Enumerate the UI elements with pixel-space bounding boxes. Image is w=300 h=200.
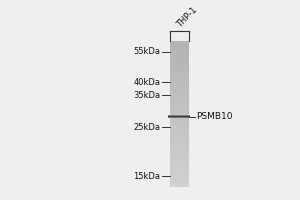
Text: 35kDa: 35kDa [133,91,160,100]
Text: 25kDa: 25kDa [134,123,160,132]
Text: 15kDa: 15kDa [134,172,160,181]
Text: 55kDa: 55kDa [134,47,160,56]
Text: 40kDa: 40kDa [134,78,160,87]
Text: PSMB10: PSMB10 [196,112,233,121]
Text: THP-1: THP-1 [176,6,199,30]
